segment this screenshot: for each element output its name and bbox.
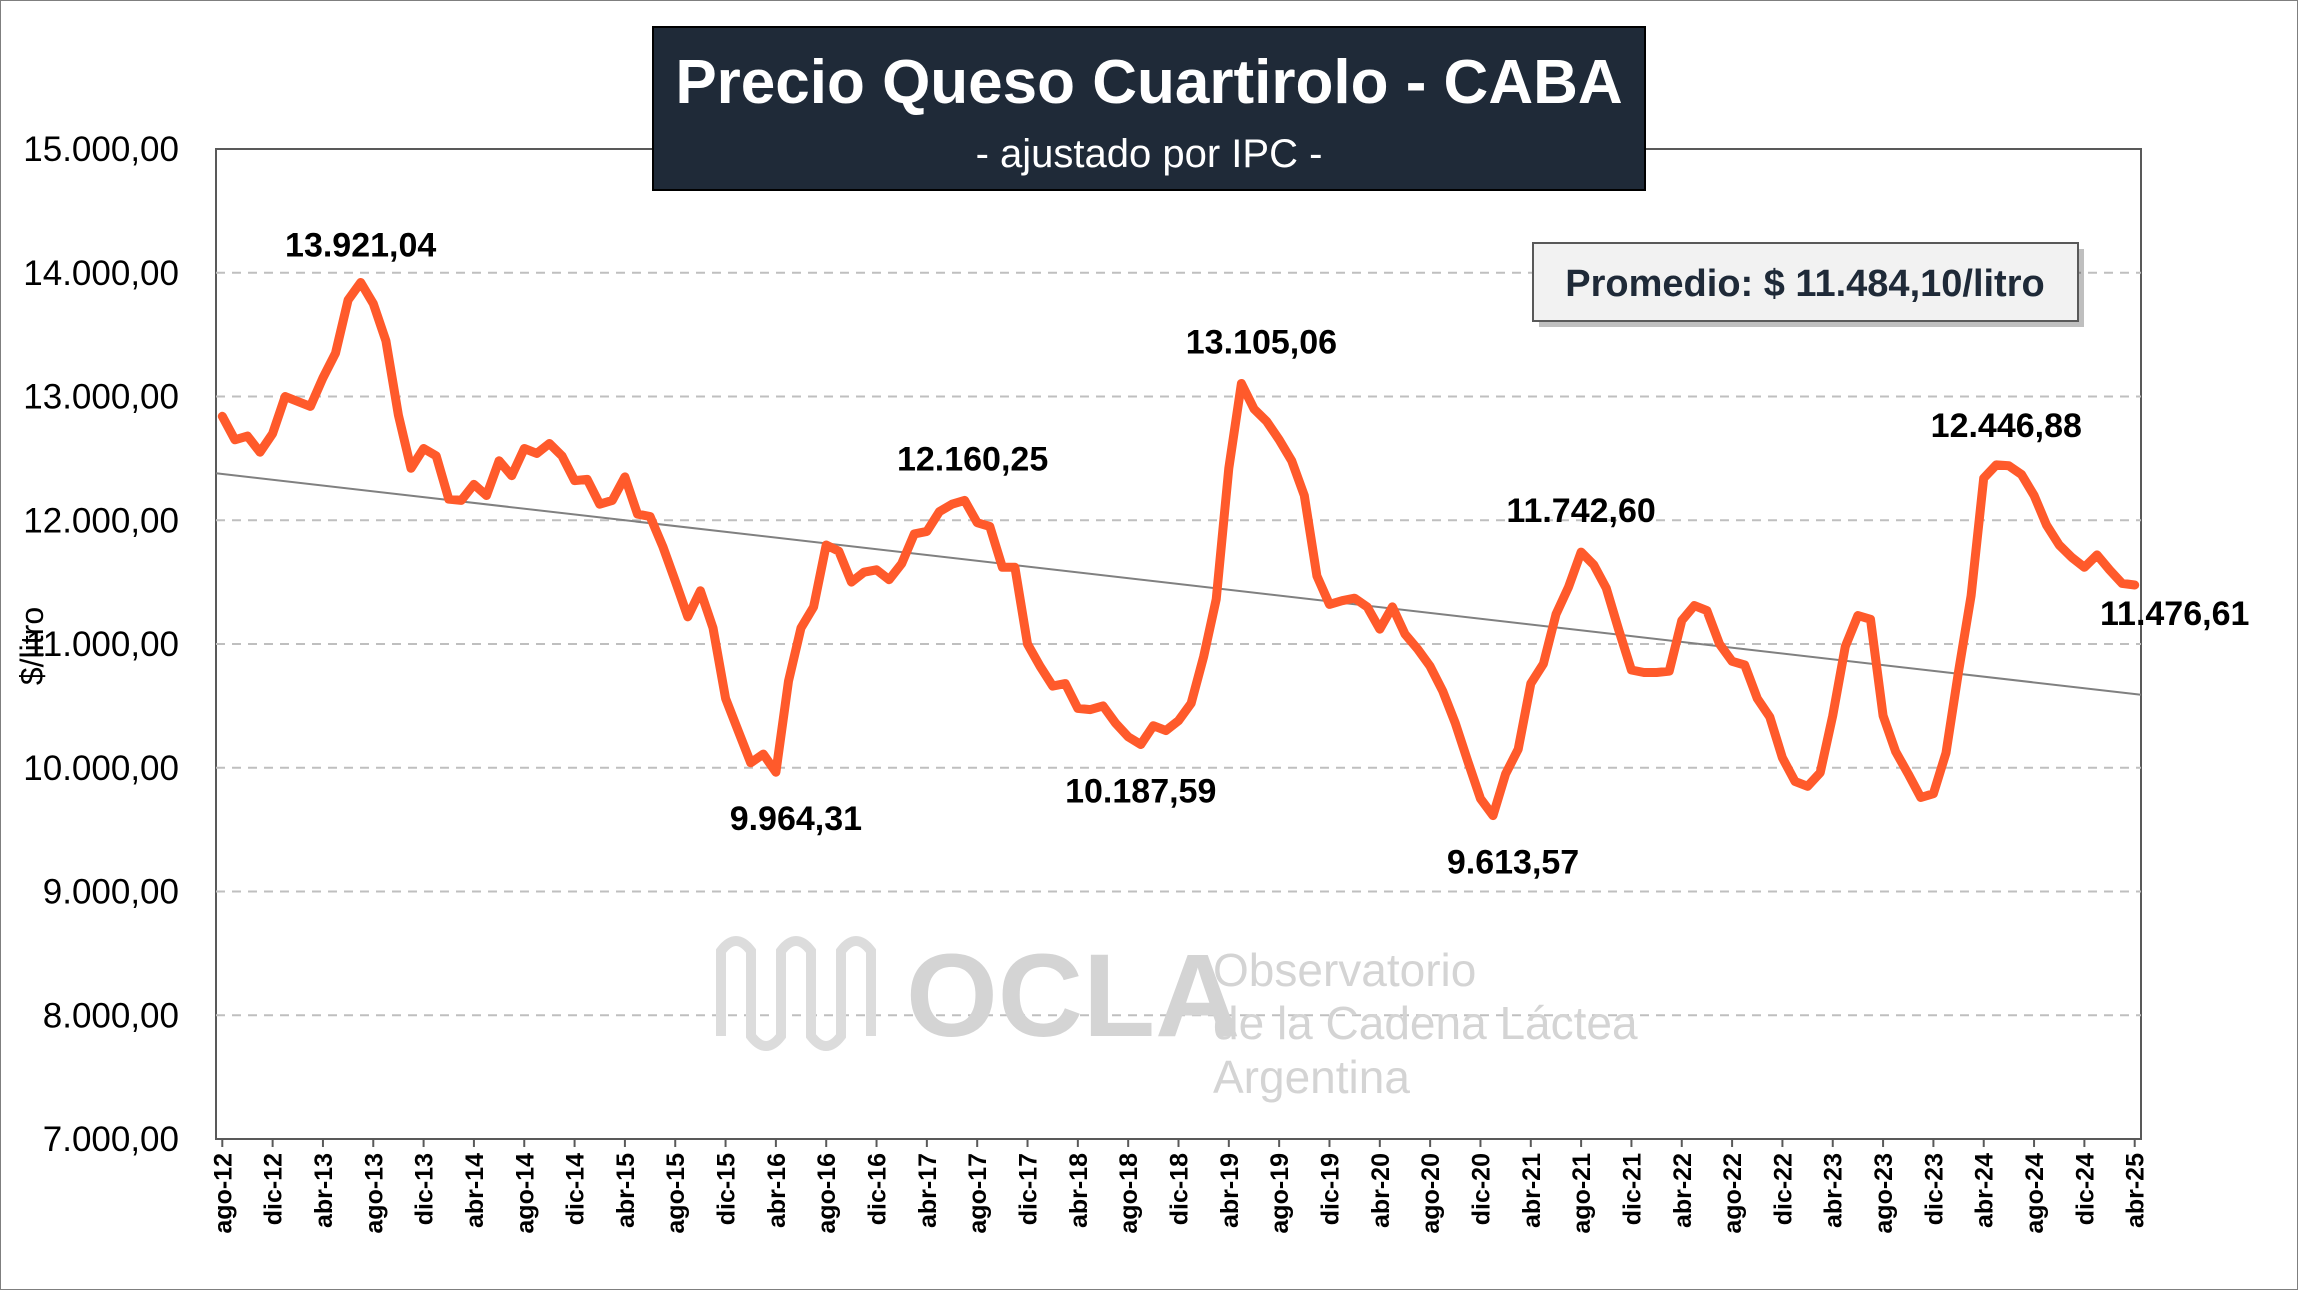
y-tick-label: 10.000,00 bbox=[23, 749, 179, 788]
x-axis-ticks: ago-12 dic-12 abr-13 ago-13 dic-13 abr-14 ago-… bbox=[209, 1139, 2150, 1234]
data-label: 11.742,60 bbox=[1506, 492, 1655, 530]
data-label: 12.160,25 bbox=[897, 440, 1048, 478]
chart-title: Precio Queso Cuartirolo - CABA bbox=[675, 48, 1622, 117]
watermark-line-2: de la Cadena Láctea bbox=[1213, 997, 1638, 1049]
x-tick-label: dic-21 bbox=[1618, 1153, 1646, 1225]
x-tick-label: abr-18 bbox=[1065, 1153, 1093, 1228]
watermark-line-3: Argentina bbox=[1213, 1051, 1410, 1103]
x-tick-label: abr-14 bbox=[461, 1153, 489, 1228]
chart-subtitle: - ajustado por IPC - bbox=[976, 132, 1323, 176]
x-tick-label: ago-20 bbox=[1417, 1153, 1445, 1234]
y-tick-label: 7.000,00 bbox=[43, 1120, 179, 1159]
x-tick-label: ago-15 bbox=[662, 1153, 690, 1234]
x-tick-label: ago-24 bbox=[2021, 1153, 2049, 1234]
data-label: 10.187,59 bbox=[1065, 773, 1216, 811]
x-tick-label: dic-20 bbox=[1467, 1153, 1495, 1225]
x-tick-label: abr-25 bbox=[2122, 1153, 2150, 1228]
data-label: 9.964,31 bbox=[730, 800, 862, 838]
trend-line bbox=[215, 472, 2142, 696]
watermark-line-1: Observatorio bbox=[1213, 944, 1476, 996]
data-label: 11.476,61 bbox=[2100, 595, 2249, 633]
data-label: 13.105,06 bbox=[1186, 323, 1337, 361]
x-tick-label: ago-12 bbox=[209, 1153, 237, 1234]
y-tick-label: 8.000,00 bbox=[43, 996, 179, 1035]
data-label: 13.921,04 bbox=[285, 227, 436, 265]
data-label: 12.446,88 bbox=[1931, 407, 2082, 445]
data-labels: 13.921,04 9.964,31 12.160,25 10.187,59 13.10… bbox=[285, 227, 2249, 882]
x-tick-label: dic-14 bbox=[562, 1153, 590, 1225]
x-tick-label: dic-12 bbox=[260, 1153, 288, 1225]
x-tick-label: dic-16 bbox=[864, 1153, 892, 1225]
x-tick-label: ago-23 bbox=[1870, 1153, 1898, 1234]
y-tick-label: 9.000,00 bbox=[43, 873, 179, 912]
x-tick-label: dic-22 bbox=[1769, 1153, 1797, 1225]
x-tick-label: ago-21 bbox=[1568, 1153, 1596, 1234]
x-tick-label: ago-16 bbox=[813, 1153, 841, 1234]
x-tick-label: abr-17 bbox=[914, 1153, 942, 1228]
y-axis-ticks: 7.000,00 8.000,00 9.000,00 10.000,00 11.000,… bbox=[23, 130, 179, 1159]
y-tick-label: 13.000,00 bbox=[23, 378, 179, 417]
ocla-logo-waves-icon bbox=[716, 936, 876, 1051]
x-tick-label: abr-21 bbox=[1518, 1153, 1546, 1228]
x-tick-label: ago-17 bbox=[964, 1153, 992, 1234]
x-tick-label: abr-20 bbox=[1367, 1153, 1395, 1228]
x-tick-label: abr-16 bbox=[763, 1153, 791, 1228]
y-tick-label: 14.000,00 bbox=[23, 254, 179, 293]
series-line-precio bbox=[217, 278, 2140, 821]
x-tick-label: dic-19 bbox=[1316, 1153, 1344, 1225]
x-tick-label: dic-24 bbox=[2071, 1153, 2099, 1225]
x-tick-label: abr-13 bbox=[310, 1153, 338, 1228]
y-tick-label: 11.000,00 bbox=[26, 625, 179, 664]
x-tick-label: abr-23 bbox=[1820, 1153, 1848, 1228]
watermark-logo-text: OCLA bbox=[906, 930, 1240, 1062]
title-box: Precio Queso Cuartirolo - CABA - ajustad… bbox=[652, 26, 1646, 191]
x-tick-label: ago-18 bbox=[1115, 1153, 1143, 1234]
x-tick-label: dic-18 bbox=[1166, 1153, 1194, 1225]
y-tick-label: 15.000,00 bbox=[23, 130, 179, 169]
x-tick-label: abr-19 bbox=[1216, 1153, 1244, 1228]
x-tick-label: dic-17 bbox=[1015, 1153, 1043, 1225]
x-tick-label: abr-15 bbox=[612, 1153, 640, 1228]
x-tick-label: ago-14 bbox=[511, 1153, 539, 1234]
x-tick-label: dic-23 bbox=[1920, 1153, 1948, 1225]
x-tick-label: dic-13 bbox=[411, 1153, 439, 1225]
x-tick-label: abr-24 bbox=[1971, 1153, 1999, 1228]
x-tick-label: ago-22 bbox=[1719, 1153, 1747, 1234]
ocla-watermark: OCLA Observatorio de la Cadena Láctea Ar… bbox=[716, 930, 1638, 1103]
x-tick-label: abr-22 bbox=[1669, 1153, 1697, 1228]
y-tick-label: 12.000,00 bbox=[23, 501, 179, 540]
average-box: Promedio: $ 11.484,10/litro bbox=[1532, 242, 2084, 327]
x-tick-label: dic-15 bbox=[713, 1153, 741, 1225]
x-tick-label: ago-19 bbox=[1266, 1153, 1294, 1234]
data-label: 9.613,57 bbox=[1447, 844, 1579, 882]
x-tick-label: ago-13 bbox=[360, 1153, 388, 1234]
average-text: Promedio: $ 11.484,10/litro bbox=[1565, 263, 2044, 305]
y-axis-label: $/litro bbox=[14, 607, 50, 685]
